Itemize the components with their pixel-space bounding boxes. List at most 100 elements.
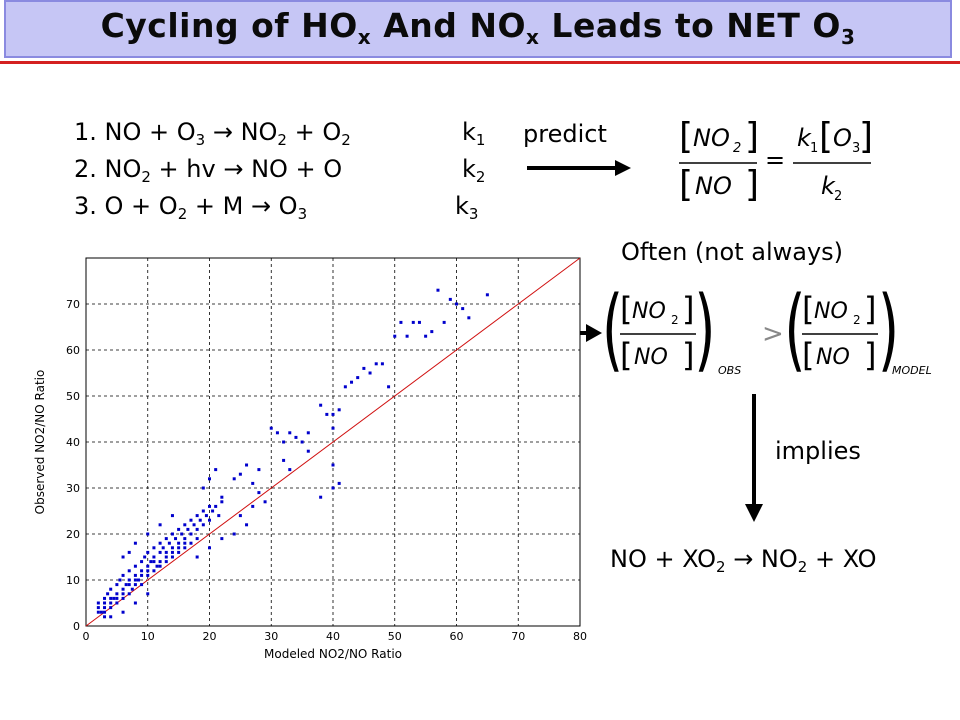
svg-text:): ) [694, 282, 715, 382]
x-tick-label: 10 [141, 630, 155, 643]
data-point [442, 320, 446, 324]
data-point [106, 592, 110, 596]
reaction-3: 3. O + O2 + M → O3 [74, 192, 308, 223]
data-point [195, 514, 199, 518]
data-point [201, 523, 205, 527]
data-point [211, 509, 215, 513]
svg-text:OBS: OBS [718, 364, 741, 377]
data-point [214, 504, 218, 508]
data-point [306, 431, 310, 435]
data-point [127, 550, 131, 554]
data-point [356, 376, 360, 380]
data-point [140, 569, 144, 573]
data-point [183, 537, 187, 541]
title-underline [0, 61, 960, 64]
y-tick-label: 60 [66, 344, 80, 357]
data-point [133, 601, 137, 605]
rate-constant-3: k3 [455, 192, 479, 223]
data-point [127, 578, 131, 582]
svg-text:[: [ [679, 116, 693, 157]
data-point [152, 546, 156, 550]
data-point [103, 601, 107, 605]
y-tick-label: 20 [66, 528, 80, 541]
data-point [220, 495, 224, 499]
data-point [337, 408, 341, 412]
data-point [146, 564, 150, 568]
data-point [245, 523, 249, 527]
data-point [331, 412, 335, 416]
data-point [164, 537, 168, 541]
data-point [158, 523, 162, 527]
data-point [177, 527, 181, 531]
data-point [399, 320, 403, 324]
data-point [121, 592, 125, 596]
data-point [232, 477, 236, 481]
data-point [158, 541, 162, 545]
often-label: Often (not always) [621, 238, 844, 266]
data-point [393, 334, 397, 338]
data-point [455, 302, 458, 306]
data-point [146, 532, 150, 536]
svg-text:k: k [797, 124, 812, 152]
data-point [170, 514, 174, 518]
data-point [350, 380, 354, 384]
svg-text:[: [ [802, 290, 814, 328]
data-point [133, 541, 137, 545]
data-point [177, 550, 181, 554]
y-tick-label: 40 [66, 436, 80, 449]
data-point [127, 592, 131, 596]
data-point [96, 601, 100, 605]
svg-text:NO: NO [814, 299, 848, 324]
data-point [103, 610, 107, 614]
data-point [183, 541, 187, 545]
x-tick-label: 40 [326, 630, 340, 643]
data-point [208, 504, 211, 508]
data-point [115, 583, 119, 587]
data-point [174, 537, 178, 541]
svg-text:[: [ [679, 164, 693, 205]
data-point [257, 468, 261, 472]
data-point [195, 555, 199, 559]
data-point [146, 592, 150, 596]
data-point [152, 555, 156, 559]
x-tick-label: 30 [264, 630, 278, 643]
data-point [405, 334, 409, 338]
svg-text:NO: NO [634, 345, 668, 370]
data-point [170, 546, 174, 550]
svg-text:]: ] [745, 164, 759, 205]
data-point [189, 541, 193, 545]
x-tick-label: 60 [450, 630, 464, 643]
data-point [155, 564, 159, 568]
one-to-one-line [85, 257, 581, 627]
data-point [208, 546, 211, 550]
svg-text:2: 2 [853, 313, 861, 327]
data-point [140, 583, 144, 587]
data-point [170, 532, 174, 536]
data-point [300, 440, 304, 444]
data-point [149, 560, 153, 564]
data-point [143, 555, 147, 559]
data-point [201, 509, 205, 513]
reaction-1: 1. NO + O3 → NO2 + O2 [74, 118, 351, 149]
scatter-chart: 0 10 20 30 40 50 60 70 80 0 10 20 30 40 50 60 70 Modeled… [33, 257, 587, 661]
data-point [195, 527, 199, 531]
svg-text:NO: NO [693, 124, 730, 152]
data-point [238, 472, 242, 476]
data-point [115, 592, 119, 596]
svg-text:MODEL: MODEL [892, 364, 932, 377]
y-tick-label: 30 [66, 482, 80, 495]
data-point [331, 486, 335, 490]
data-point [124, 583, 128, 587]
data-point [343, 385, 347, 389]
data-point [331, 426, 335, 430]
svg-text:2: 2 [834, 189, 842, 204]
data-point [127, 583, 131, 587]
y-tick-label: 50 [66, 390, 80, 403]
data-point [183, 546, 187, 550]
data-point [204, 514, 208, 518]
data-point [109, 606, 113, 610]
data-point [374, 362, 378, 366]
data-point [208, 477, 211, 481]
data-point [331, 463, 335, 467]
data-point [380, 362, 384, 366]
